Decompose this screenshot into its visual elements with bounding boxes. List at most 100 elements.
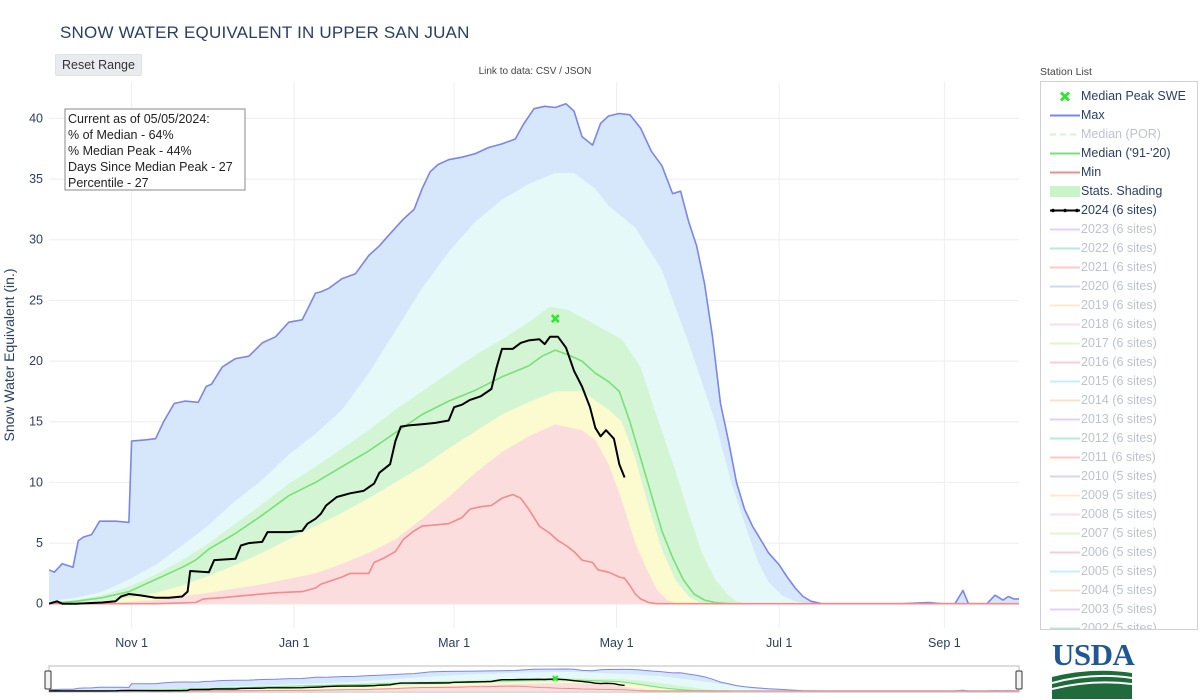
median-peak-marker: [550, 314, 560, 324]
x-tick-label: Jul 1: [766, 636, 792, 650]
legend-item[interactable]: Median Peak SWE: [1041, 87, 1197, 106]
legend-swatch: [1050, 186, 1080, 197]
legend-label: 2007 (5 sites): [1081, 526, 1157, 540]
legend-swatch: [1050, 494, 1080, 497]
station-list-label[interactable]: Station List: [1040, 66, 1092, 78]
legend-label: 2023 (6 sites): [1081, 222, 1157, 236]
legend-item[interactable]: 2012 (6 sites): [1041, 429, 1197, 448]
legend-item[interactable]: 2017 (6 sites): [1041, 334, 1197, 353]
range-handle-right[interactable]: [1015, 670, 1023, 690]
series-line-7: [49, 335, 626, 605]
usda-logo-mark: [1052, 670, 1132, 699]
info-line-5: Percentile - 27: [68, 176, 149, 190]
range-handle-left[interactable]: [44, 670, 52, 690]
legend-item[interactable]: Max: [1041, 106, 1197, 125]
data-link[interactable]: Link to data: CSV / JSON: [478, 66, 592, 77]
legend-swatch: [1050, 551, 1080, 554]
legend-item[interactable]: 2020 (6 sites): [1041, 277, 1197, 296]
legend-item[interactable]: 2013 (6 sites): [1041, 410, 1197, 429]
series-line-6: [49, 493, 1019, 605]
legend-item[interactable]: 2021 (6 sites): [1041, 258, 1197, 277]
legend-label: Median Peak SWE: [1081, 89, 1186, 103]
legend-swatch: [1050, 133, 1080, 136]
legend-item[interactable]: 2024 (6 sites): [1041, 201, 1197, 220]
legend-item[interactable]: 2022 (6 sites): [1041, 239, 1197, 258]
legend-item[interactable]: 2003 (5 sites): [1041, 600, 1197, 619]
legend-item[interactable]: 2009 (5 sites): [1041, 486, 1197, 505]
legend-label: 2018 (6 sites): [1081, 317, 1157, 331]
legend-label: 2024 (6 sites): [1081, 203, 1157, 217]
reset-range-button[interactable]: Reset Range: [55, 54, 142, 76]
legend-label: 2005 (5 sites): [1081, 564, 1157, 578]
legend-item[interactable]: 2016 (6 sites): [1041, 353, 1197, 372]
y-tick-label: 25: [29, 293, 43, 307]
legend-swatch: [1050, 627, 1080, 629]
legend-item[interactable]: 2002 (5 sites): [1041, 619, 1197, 630]
x-tick-label: Mar 1: [438, 636, 470, 650]
legend-swatch: [1050, 475, 1080, 478]
legend-item[interactable]: 2007 (5 sites): [1041, 524, 1197, 543]
legend-label: 2022 (6 sites): [1081, 241, 1157, 255]
legend-swatch: [1050, 361, 1080, 364]
legend[interactable]: Median Peak SWE Max Median (POR) Median ('9…: [1040, 81, 1198, 630]
legend-item[interactable]: Median ('91-'20): [1041, 144, 1197, 163]
legend-swatch: [1050, 323, 1080, 326]
legend-item[interactable]: Min: [1041, 163, 1197, 182]
legend-swatch: [1050, 152, 1080, 155]
legend-swatch: [1050, 513, 1080, 516]
legend-label: 2013 (6 sites): [1081, 412, 1157, 426]
y-tick-label: 30: [29, 233, 43, 247]
band-5: [49, 424, 678, 604]
y-tick-label: 5: [36, 536, 43, 550]
x-tick-label: Nov 1: [115, 636, 148, 650]
legend-swatch: [1050, 114, 1080, 117]
legend-swatch: [1050, 456, 1080, 459]
y-tick-label: 40: [29, 111, 43, 125]
legend-label: Median (POR): [1081, 127, 1161, 141]
legend-swatch: [1050, 589, 1080, 592]
legend-swatch: [1050, 228, 1080, 231]
legend-label: 2016 (6 sites): [1081, 355, 1157, 369]
legend-item[interactable]: 2005 (5 sites): [1041, 562, 1197, 581]
y-tick-label: 15: [29, 415, 43, 429]
legend-item[interactable]: 2006 (5 sites): [1041, 543, 1197, 562]
x-tick-label: Sep 1: [928, 636, 961, 650]
range-slider[interactable]: [44, 665, 1023, 693]
legend-label: 2014 (6 sites): [1081, 393, 1157, 407]
legend-item[interactable]: 2015 (6 sites): [1041, 372, 1197, 391]
legend-item[interactable]: 2023 (6 sites): [1041, 220, 1197, 239]
rs-line-6: [49, 685, 1019, 692]
legend-swatch: [1050, 570, 1080, 573]
series-lines: [49, 103, 1019, 605]
legend-label: 2009 (5 sites): [1081, 488, 1157, 502]
y-axis-label: Snow Water Equivalent (in.): [1, 269, 17, 442]
legend-label: 2002 (5 sites): [1081, 621, 1157, 630]
legend-item[interactable]: 2010 (5 sites): [1041, 467, 1197, 486]
legend-item[interactable]: 2019 (6 sites): [1041, 296, 1197, 315]
legend-label: 2020 (6 sites): [1081, 279, 1157, 293]
legend-swatch: [1050, 418, 1080, 421]
info-line-3: % Median Peak - 44%: [68, 144, 192, 158]
legend-label: 2015 (6 sites): [1081, 374, 1157, 388]
legend-swatch: [1050, 304, 1080, 307]
legend-item[interactable]: Stats. Shading: [1041, 182, 1197, 201]
rs-median-peak-marker: [552, 675, 559, 682]
legend-swatch: [1050, 399, 1080, 402]
info-line-4: Days Since Median Peak - 27: [68, 160, 233, 174]
legend-item[interactable]: 2011 (6 sites): [1041, 448, 1197, 467]
x-tick-label: May 1: [600, 636, 634, 650]
legend-swatch: [1050, 171, 1080, 174]
legend-label: 2019 (6 sites): [1081, 298, 1157, 312]
series-line-0: [49, 103, 1019, 605]
stats-shading: [49, 103, 1019, 604]
legend-item[interactable]: 2018 (6 sites): [1041, 315, 1197, 334]
legend-item[interactable]: Median (POR): [1041, 125, 1197, 144]
legend-label: 2011 (6 sites): [1081, 450, 1156, 464]
legend-item[interactable]: 2014 (6 sites): [1041, 391, 1197, 410]
legend-item[interactable]: 2008 (5 sites): [1041, 505, 1197, 524]
y-tick-label: 0: [36, 597, 43, 611]
legend-label: 2021 (6 sites): [1081, 260, 1157, 274]
legend-item[interactable]: 2004 (5 sites): [1041, 581, 1197, 600]
x-tick-label: Jan 1: [279, 636, 310, 650]
